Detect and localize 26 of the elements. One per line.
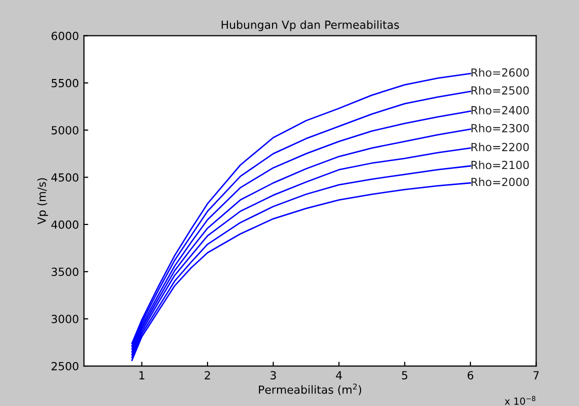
y-tick-label: 4000 xyxy=(51,220,78,229)
series-label: Rho=2200 xyxy=(472,142,529,152)
x-tick-label: 4 xyxy=(336,371,342,380)
text: x 10$^{−8}$ xyxy=(504,396,536,405)
chart-title: Hubungan Vp dan Permeabilitas xyxy=(222,20,399,32)
x-tick-label: 2 xyxy=(204,371,210,380)
x-tick-label: 6 xyxy=(468,371,474,380)
y-tick-label: 4500 xyxy=(51,173,78,182)
series-label: Rho=2000 xyxy=(472,178,529,186)
y-tick-label: 5000 xyxy=(52,126,78,134)
x-tick-label: 1 xyxy=(139,371,144,380)
y-tick-label: 5500 xyxy=(52,78,78,88)
x-tick-label: 3 xyxy=(270,371,276,380)
x-tick-label: 5 xyxy=(402,371,408,380)
series-label: Rho=2300 xyxy=(472,124,529,132)
x-axis-title: Permeabilitas (m$^{2}$) xyxy=(258,384,362,396)
y-axis-title: Vp (m/s) xyxy=(37,178,48,224)
y-tick-label: 2500 xyxy=(52,362,78,370)
y-tick-label: 3500 xyxy=(52,268,78,276)
series-label: Rho=2400 xyxy=(472,106,529,114)
y-tick-label: 3000 xyxy=(52,314,78,324)
series-label: Rho=2100 xyxy=(472,160,529,170)
series-label: Rho=2500 xyxy=(472,86,529,95)
x-tick-label: 7 xyxy=(534,371,539,380)
y-tick-label: 6000 xyxy=(52,32,78,40)
series-label: Rho=2600 xyxy=(472,68,529,77)
